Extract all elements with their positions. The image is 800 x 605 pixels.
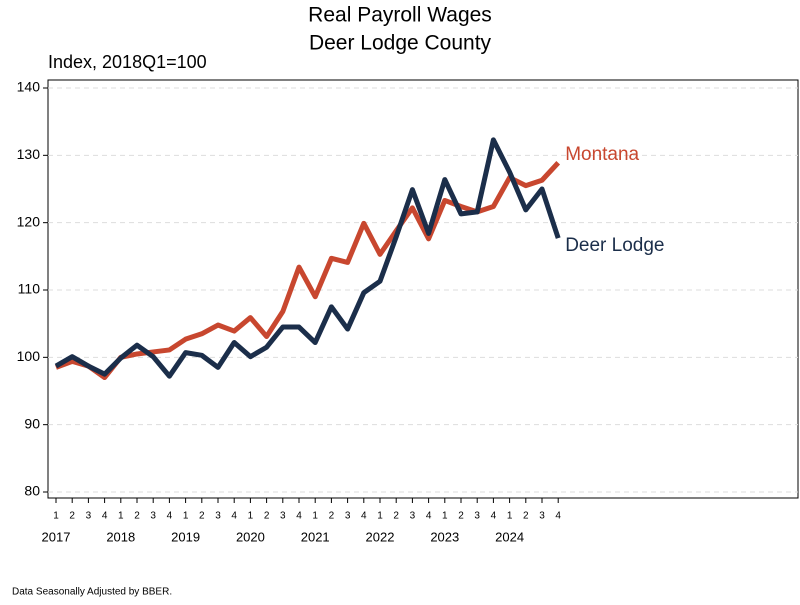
x-tick-label: 3 [86,511,92,522]
chart-title: Real Payroll Wages [308,4,492,27]
y-tick-label: 100 [17,348,41,364]
year-label: 2022 [366,529,395,544]
year-label: 2020 [236,529,265,544]
x-tick-label: 3 [345,511,351,522]
x-tick-label: 1 [248,511,254,522]
x-tick-label: 4 [231,511,237,522]
plot-frame [47,79,799,499]
x-tick-label: 1 [118,511,124,522]
chart-subtitle: Deer Lodge County [309,32,492,55]
x-tick-label: 2 [69,511,75,522]
x-tick-label: 1 [442,511,448,522]
y-tick-label: 120 [17,213,41,229]
y-tick-label: 140 [17,79,41,95]
x-tick-label: 2 [264,511,270,522]
year-label: 2017 [42,529,71,544]
x-tick-label: 4 [555,511,561,522]
x-tick-label: 2 [134,511,140,522]
x-tick-label: 2 [523,511,529,522]
x-tick-label: 3 [474,511,480,522]
y-axis-label: Index, 2018Q1=100 [48,52,207,72]
x-tick-label: 4 [167,511,173,522]
series-label: Montana [565,144,639,165]
x-tick-label: 4 [491,511,497,522]
x-tick-label: 4 [426,511,432,522]
year-label: 2023 [430,529,459,544]
line [54,137,561,379]
x-tick-label: 2 [199,511,205,522]
x-tick-label: 3 [280,511,286,522]
footnote: Data Seasonally Adjusted by BBER. [12,587,172,598]
y-tick-label: 130 [17,146,41,162]
x-tick-label: 3 [150,511,156,522]
x-tick-label: 4 [102,511,108,522]
x-tick-label: 4 [296,511,302,522]
x-tick-label: 4 [361,511,367,522]
x-tick-label: 3 [215,511,221,522]
x-tick-label: 2 [393,511,399,522]
x-tick-label: 1 [183,511,189,522]
x-tick-label: 1 [312,511,318,522]
year-label: 2019 [171,529,200,544]
y-tick-label: 80 [24,483,40,499]
x-tick-label: 3 [539,511,545,522]
x-tick-label: 3 [410,511,416,522]
x-tick-label: 2 [329,511,335,522]
year-label: 2021 [301,529,330,544]
x-tick-label: 1 [53,511,59,522]
year-label: 2018 [106,529,135,544]
y-tick-label: 110 [18,281,41,297]
x-tick-label: 1 [377,511,383,522]
year-label: 2024 [495,529,524,544]
y-tick-label: 90 [24,415,40,431]
series-label: Deer Lodge [565,235,664,256]
x-tick-label: 1 [507,511,513,522]
x-tick-label: 2 [458,511,464,522]
